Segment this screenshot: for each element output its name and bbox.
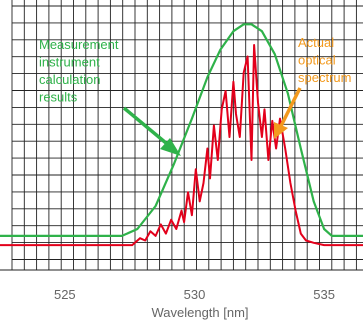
arrow-actual [279, 87, 302, 127]
x-axis-title: Wavelength [nm] [151, 305, 248, 320]
x-tick-label: 525 [54, 287, 76, 302]
annotation-line: calculation [39, 72, 100, 87]
series-measurement-line [0, 23, 363, 237]
annotation-arrows [122, 87, 302, 156]
x-tick-label: 535 [313, 287, 335, 302]
annotation-measurement: Measurement instrument calculation results [39, 37, 119, 105]
arrow-measurement [122, 106, 174, 150]
annotation-line: results [39, 90, 78, 105]
arrowhead-measurement [160, 138, 181, 156]
series-actual-line [0, 44, 363, 247]
annotation-line: optical [298, 53, 336, 68]
x-tick-label: 530 [184, 287, 206, 302]
annotation-actual-spectrum: Actual optical spectrum [298, 35, 351, 85]
arrowhead-actual [274, 122, 288, 139]
annotation-line: Actual [298, 35, 334, 50]
annotation-line: spectrum [298, 70, 351, 85]
series-layer [0, 23, 363, 247]
annotation-line: instrument [39, 55, 100, 70]
grid [0, 0, 363, 271]
annotation-line: Measurement [39, 37, 119, 52]
x-tick-labels: 525 530 535 [54, 287, 335, 302]
